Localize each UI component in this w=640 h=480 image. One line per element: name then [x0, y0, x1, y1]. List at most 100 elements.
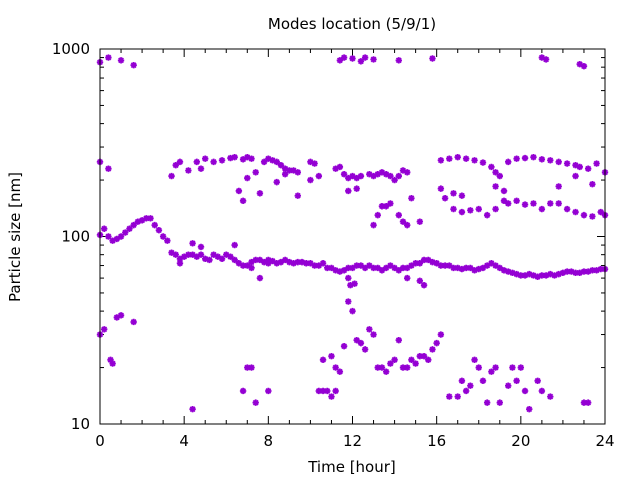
- data-point: [563, 205, 571, 213]
- data-point: [332, 387, 339, 395]
- data-point: [521, 154, 529, 162]
- data-point: [454, 393, 461, 400]
- data-point: [483, 399, 491, 406]
- data-point: [404, 169, 411, 176]
- data-point: [454, 264, 461, 272]
- data-point: [235, 187, 243, 195]
- data-point: [505, 268, 512, 275]
- data-point: [492, 183, 499, 190]
- data-point: [437, 331, 445, 338]
- data-point: [143, 215, 150, 222]
- data-point: [265, 256, 272, 264]
- data-point: [168, 172, 175, 180]
- data-point: [239, 156, 247, 163]
- data-point: [353, 262, 360, 269]
- chart-title: Modes location (5/9/1): [268, 15, 436, 33]
- data-point: [117, 312, 125, 319]
- data-point: [462, 387, 470, 395]
- data-point: [332, 364, 339, 371]
- data-point: [513, 270, 520, 278]
- data-point: [391, 356, 398, 363]
- data-point: [105, 165, 112, 172]
- data-point: [521, 387, 529, 395]
- data-point: [345, 298, 352, 305]
- data-point: [113, 314, 121, 321]
- data-point: [505, 382, 512, 389]
- data-point: [366, 170, 373, 178]
- data-point: [357, 58, 365, 65]
- data-point: [256, 190, 264, 197]
- y-tick-label: 10: [71, 415, 90, 433]
- data-point: [319, 260, 327, 267]
- data-point: [130, 318, 137, 326]
- data-point: [462, 155, 470, 162]
- data-point: [277, 162, 285, 169]
- data-point: [517, 364, 525, 371]
- data-point: [437, 157, 445, 164]
- data-point: [239, 387, 247, 395]
- data-point: [340, 170, 348, 178]
- data-point: [265, 387, 272, 395]
- data-point: [492, 169, 499, 176]
- data-point: [378, 364, 386, 371]
- data-point: [387, 200, 394, 207]
- data-point: [576, 163, 583, 171]
- data-point: [555, 183, 562, 190]
- data-point: [319, 387, 327, 395]
- data-point: [526, 405, 533, 413]
- data-point: [109, 237, 116, 244]
- data-point: [404, 221, 411, 229]
- data-point: [197, 251, 205, 258]
- data-point: [328, 264, 335, 272]
- data-point: [107, 356, 114, 363]
- data-point: [408, 195, 415, 202]
- data-point: [446, 155, 453, 162]
- data-point: [399, 218, 407, 225]
- data-point: [479, 159, 487, 166]
- data-point: [509, 269, 516, 277]
- data-point: [227, 154, 234, 162]
- data-point: [433, 339, 440, 347]
- data-point: [538, 156, 546, 163]
- data-point: [336, 268, 344, 275]
- data-point: [294, 192, 301, 199]
- data-point: [450, 190, 457, 197]
- data-point: [534, 273, 541, 280]
- data-point: [416, 352, 424, 360]
- data-point: [324, 264, 331, 272]
- data-point: [580, 399, 588, 406]
- x-tick-label: 12: [343, 432, 362, 450]
- data-point: [286, 258, 293, 266]
- data-point: [370, 331, 377, 338]
- data-point: [505, 158, 512, 166]
- data-point: [429, 55, 436, 62]
- data-point: [458, 265, 466, 273]
- y-tick-label: 100: [61, 228, 90, 246]
- data-point: [269, 257, 276, 265]
- data-point: [273, 158, 280, 166]
- data-point: [584, 165, 592, 172]
- data-point: [416, 277, 424, 285]
- data-point: [277, 258, 285, 266]
- data-point: [492, 364, 499, 371]
- data-point: [260, 158, 268, 166]
- data-point: [467, 264, 474, 272]
- data-point: [294, 258, 301, 266]
- x-tick-label: 20: [511, 432, 530, 450]
- data-point: [214, 253, 222, 260]
- data-point: [248, 155, 255, 162]
- data-point: [244, 153, 251, 161]
- data-point: [197, 243, 205, 251]
- data-point: [239, 197, 247, 205]
- x-tick-label: 0: [95, 432, 105, 450]
- axis-ticks: 0 4 8 12 16 20 24 10 100 1000: [52, 40, 615, 450]
- data-point: [378, 169, 386, 176]
- data-point: [315, 172, 323, 180]
- data-point: [446, 262, 453, 269]
- data-point: [568, 268, 575, 275]
- data-point: [281, 165, 289, 172]
- data-point: [471, 356, 478, 363]
- data-point: [542, 272, 550, 279]
- data-point: [488, 163, 495, 171]
- data-point: [382, 170, 390, 178]
